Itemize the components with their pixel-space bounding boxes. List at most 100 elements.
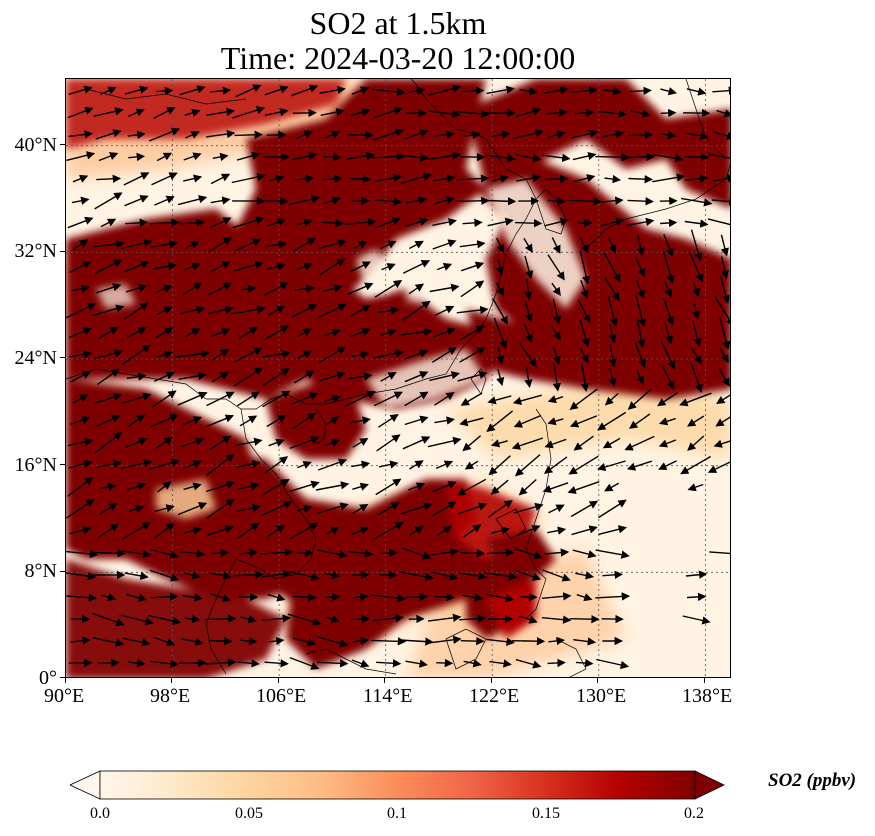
wind-vector-arrow [236, 459, 261, 469]
wind-vector-arrow [542, 482, 569, 493]
wind-vector-arrow [455, 109, 490, 119]
wind-vector-arrow [571, 525, 598, 536]
wind-vector-arrow [352, 437, 369, 448]
wind-vector-arrow [127, 130, 146, 139]
wind-vector-arrow [207, 305, 234, 315]
wind-vector-arrow [519, 615, 538, 624]
wind-vector-arrow [208, 237, 233, 253]
wind-vector-arrow [154, 504, 175, 513]
wind-vector-arrow [290, 84, 319, 97]
wind-vector-arrow [690, 229, 703, 262]
wind-vector-arrow [714, 296, 730, 327]
wind-vector-arrow [660, 87, 677, 96]
wind-vector-arrow [376, 217, 401, 229]
wind-vector-arrow [573, 174, 596, 183]
wind-vector-arrow [320, 107, 345, 117]
wind-vector-arrow [515, 218, 543, 228]
wind-vector-arrow [175, 349, 211, 359]
wind-vector-arrow [155, 327, 174, 339]
wind-vector-arrow [121, 549, 152, 559]
wind-vector-arrow [378, 460, 399, 469]
wind-vector-arrow [237, 522, 260, 540]
wind-vector-arrow [515, 570, 542, 581]
wind-vector-arrow [151, 592, 179, 601]
wind-vector-arrow [209, 217, 232, 229]
wind-vector-arrow [375, 478, 402, 496]
wind-vector-arrow [208, 636, 233, 646]
wind-vector-arrow [514, 454, 541, 477]
wind-vector-arrow [604, 392, 619, 406]
wind-vector-arrow [488, 455, 511, 476]
wind-vector-arrow [209, 261, 232, 273]
wind-vector-arrow [629, 86, 652, 95]
wind-vector-arrow [709, 551, 730, 555]
wind-vector-arrow [206, 453, 235, 476]
wind-vector-arrow [628, 413, 651, 429]
wind-vector-arrow [462, 593, 484, 602]
wind-vector-arrow [544, 174, 569, 184]
wind-vector-arrow [93, 107, 124, 117]
x-tick-mark [65, 678, 66, 683]
x-tick-mark [704, 678, 705, 683]
wind-vector-arrow [296, 262, 313, 271]
wind-vector-arrow [177, 391, 208, 406]
wind-vector-arrow [204, 658, 237, 667]
wind-vector-arrow [496, 369, 505, 387]
wind-vector-arrow [405, 659, 428, 668]
wind-vector-arrow [404, 217, 429, 227]
wind-vector-arrow [324, 328, 341, 337]
wind-vector-arrow [433, 327, 456, 338]
wind-vector-arrow [183, 526, 202, 535]
wind-vector-arrow [123, 260, 150, 273]
wind-vector-arrow [324, 130, 341, 139]
wind-vector-arrow [579, 319, 590, 348]
wind-vector-arrow [658, 417, 676, 426]
wind-vector-arrow [97, 523, 120, 539]
wind-vector-arrow [636, 370, 644, 385]
wind-vector-arrow [262, 614, 291, 623]
wind-vector-arrow [240, 615, 257, 624]
wind-vector-arrow [547, 130, 566, 139]
wind-vector-arrow [321, 219, 344, 228]
wind-vector-arrow [121, 344, 151, 366]
wind-vector-arrow [324, 196, 341, 205]
wind-vector-arrow [373, 391, 403, 407]
wind-vector-arrow [296, 504, 313, 514]
wind-vector-arrow [456, 305, 489, 315]
wind-vector-arrow [152, 262, 177, 271]
wind-vector-arrow [460, 86, 485, 95]
wind-vector-arrow [184, 262, 201, 271]
wind-vector-arrow [289, 436, 320, 450]
wind-vector-arrow [98, 152, 119, 162]
wind-vector-arrow [716, 394, 730, 405]
wind-vector-arrow [345, 391, 376, 407]
wind-vector-arrow [455, 196, 490, 205]
wind-vector-arrow [205, 480, 236, 493]
wind-vector-arrow [153, 636, 176, 647]
wind-vector-arrow [374, 106, 404, 119]
x-tick-mark [384, 678, 385, 683]
wind-vector-arrow [322, 174, 343, 184]
wind-vector-arrow [572, 549, 597, 559]
wind-vector-arrow [432, 239, 457, 250]
colorbar-gradient [99, 770, 696, 800]
wind-vector-arrow [205, 498, 235, 520]
wind-vector-arrow [573, 435, 594, 451]
wind-vector-arrow [635, 295, 647, 328]
colorbar-extend-max [694, 770, 725, 800]
wind-vector-arrow [547, 658, 566, 668]
wind-vector-arrow [485, 197, 517, 206]
x-tick-label: 98°E [150, 685, 191, 707]
wind-vector-arrow [402, 300, 431, 321]
wind-vector-arrow [715, 416, 730, 427]
wind-vector-arrow [718, 368, 730, 387]
wind-vector-arrow [572, 151, 597, 161]
wind-vector-arrow [463, 659, 482, 668]
wind-vector-arrow [319, 258, 346, 276]
wind-vector-arrow [289, 656, 320, 670]
colorbar-tick-label: 0.05 [235, 805, 263, 822]
wind-vector-arrow [523, 323, 533, 344]
wind-vector-arrow [432, 217, 457, 227]
wind-vector-arrow [319, 371, 346, 382]
wind-vector-arrow [128, 152, 146, 162]
